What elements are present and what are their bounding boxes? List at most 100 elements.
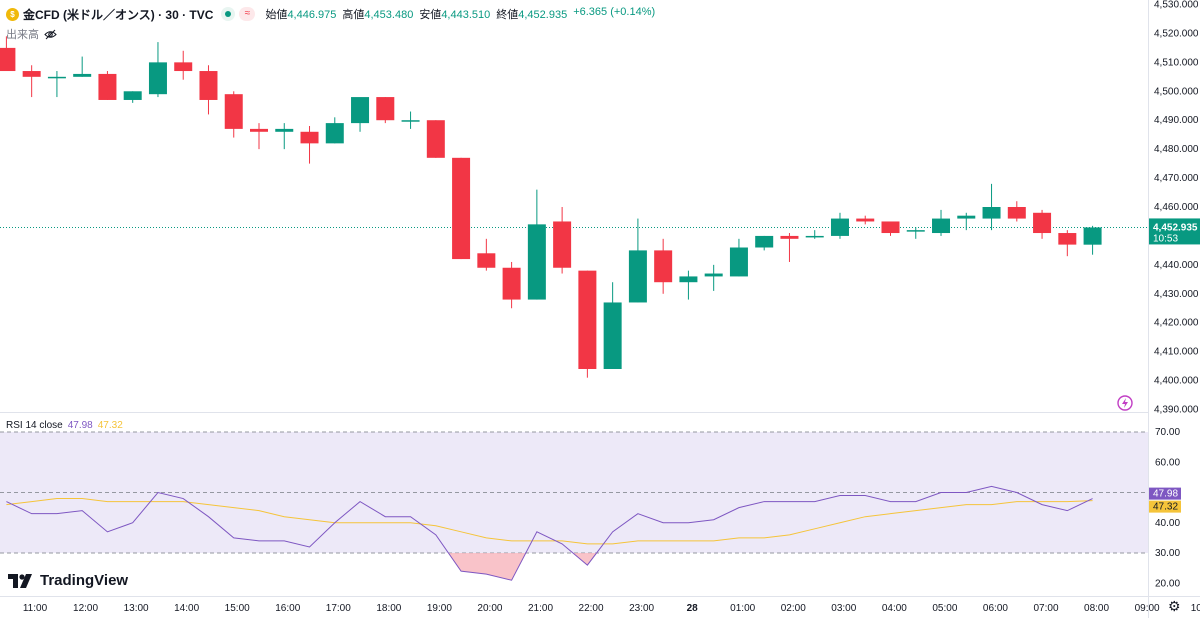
symbol-header: $ 金CFD (米ドル／オンス) · 30 · TVC ≈ 始値4,446.97… <box>6 5 655 23</box>
price-tick-label: 4,410.000 <box>1154 347 1199 358</box>
time-tick-label: 11:00 <box>23 603 48 614</box>
candle-body <box>502 267 521 300</box>
time-tick-label: 21:00 <box>528 603 553 614</box>
time-tick-label: 22:00 <box>579 603 604 614</box>
candle-body <box>376 97 395 121</box>
rsi-oversold-fill <box>448 553 597 581</box>
time-tick-label: 10: <box>1191 603 1200 614</box>
candle-body <box>755 235 774 248</box>
candle-body <box>1058 233 1077 245</box>
candle-body <box>527 224 546 300</box>
price-tick-label: 4,510.000 <box>1154 57 1199 68</box>
candle-body <box>982 207 1001 219</box>
price-tick-label: 4,490.000 <box>1154 115 1199 126</box>
candle-body <box>553 221 572 268</box>
candle-body <box>452 157 471 260</box>
time-tick-label: 12:00 <box>73 603 98 614</box>
candle-body <box>830 218 849 236</box>
candle-body <box>401 120 420 122</box>
low-label: 安値 <box>419 9 442 21</box>
settings-gear-icon[interactable]: ⚙ <box>1168 598 1181 614</box>
candle-body <box>224 94 243 129</box>
volume-legend: 出来高 <box>6 26 57 42</box>
candle-body <box>148 62 167 95</box>
candle-body <box>957 215 976 219</box>
candle-body <box>22 71 41 77</box>
rsi-ma-value-tag <box>1149 500 1181 513</box>
candle-body <box>679 276 698 283</box>
gold-coin-icon: $ <box>6 7 19 21</box>
candle-body <box>704 273 723 277</box>
time-tick-label: 23:00 <box>629 603 654 614</box>
rsi-tick-label: 20.00 <box>1155 578 1180 589</box>
price-tick-label: 4,430.000 <box>1154 289 1199 300</box>
candle-body <box>578 270 597 369</box>
rsi-ma-value-tag-text: 47.32 <box>1153 502 1178 513</box>
time-tick-label: 03:00 <box>831 603 856 614</box>
candle-body <box>932 218 951 234</box>
lightning-icon-ring <box>1117 395 1133 411</box>
time-tick-label: 07:00 <box>1033 603 1058 614</box>
rsi-tick-label: 60.00 <box>1155 457 1180 468</box>
price-tick-label: 4,530.000 <box>1154 0 1199 11</box>
candle-body <box>906 230 925 232</box>
eye-slash-icon[interactable] <box>44 29 57 40</box>
lightning-icon[interactable] <box>1117 395 1133 411</box>
time-tick-label: 08:00 <box>1084 603 1109 614</box>
lightning-icon-bolt <box>1122 398 1128 408</box>
volume-label: 出来高 <box>6 29 39 41</box>
rsi-legend[interactable]: RSI 14 close 47.98 47.32 <box>6 420 123 431</box>
candle-body <box>603 302 622 369</box>
price-tag-price: 4,452.935 <box>1153 222 1198 233</box>
time-tick-label: 19:00 <box>427 603 452 614</box>
candle-body <box>351 97 370 124</box>
time-tick-label: 28 <box>687 603 699 614</box>
candle-body <box>628 250 647 303</box>
tradingview-brand: TradingView <box>40 572 129 589</box>
candle-body <box>325 123 344 144</box>
price-tag-box <box>1149 218 1200 245</box>
symbol-title[interactable]: 金CFD (米ドル／オンス) · 30 · TVC <box>23 7 214 22</box>
data-feed-icon[interactable]: ≈ <box>239 7 256 21</box>
time-tick-label: 05:00 <box>932 603 957 614</box>
time-tick-label: 18:00 <box>376 603 401 614</box>
candle-body <box>1007 207 1026 219</box>
time-tick-label: 13:00 <box>124 603 149 614</box>
ohlc-values: 始値4,446.975 高値4,453.480 安値4,443.510 終値4,… <box>265 6 655 22</box>
rsi-line <box>6 485 1093 581</box>
candle-body <box>250 128 268 132</box>
candle-body <box>300 131 319 144</box>
low-value: 4,443.510 <box>441 9 491 21</box>
candle-body <box>805 235 824 238</box>
open-label: 始値 <box>265 9 288 21</box>
tradingview-logo[interactable]: TradingView <box>8 572 128 589</box>
price-tick-label: 4,500.000 <box>1154 86 1199 97</box>
candle-body <box>780 235 799 239</box>
high-label: 高値 <box>342 9 365 21</box>
rsi-value-tag <box>1149 487 1181 500</box>
market-open-icon[interactable] <box>221 7 236 21</box>
price-tick-label: 4,400.000 <box>1154 376 1199 387</box>
rsi-tick-label: 30.00 <box>1155 548 1180 559</box>
candle-body <box>123 91 142 100</box>
time-tick-label: 04:00 <box>882 603 907 614</box>
candle-body <box>47 76 66 79</box>
time-tick-label: 16:00 <box>275 603 300 614</box>
price-tick-label: 4,520.000 <box>1154 28 1199 39</box>
price-tick-label: 4,470.000 <box>1154 173 1199 184</box>
time-tick-label: 06:00 <box>983 603 1008 614</box>
candle-body <box>729 247 748 277</box>
rsi-value: 47.98 <box>67 420 93 431</box>
candle-body <box>98 73 117 100</box>
high-value: 4,453.480 <box>364 9 414 21</box>
price-tick-label: 4,440.000 <box>1154 260 1199 271</box>
time-tick-label: 14:00 <box>174 603 199 614</box>
candle-body <box>0 47 16 72</box>
candle-body <box>1033 212 1052 234</box>
candle-body <box>881 221 900 234</box>
time-tick-label: 17:00 <box>326 603 351 614</box>
price-tick-label: 4,480.000 <box>1154 144 1199 155</box>
candle-body <box>73 73 92 77</box>
price-tick-label: 4,460.000 <box>1154 202 1199 213</box>
